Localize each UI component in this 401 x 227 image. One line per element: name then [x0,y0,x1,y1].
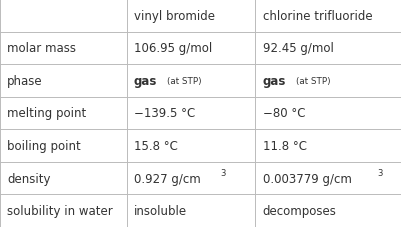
Text: (at STP): (at STP) [167,76,201,86]
Text: decomposes: decomposes [262,204,336,217]
Text: density: density [7,172,51,185]
Text: 3: 3 [376,168,382,177]
Text: vinyl bromide: vinyl bromide [134,10,214,23]
Text: (at STP): (at STP) [295,76,330,86]
Text: 15.8 °C: 15.8 °C [134,139,177,152]
Text: −139.5 °C: −139.5 °C [134,107,194,120]
Text: gas: gas [134,75,157,88]
Text: boiling point: boiling point [7,139,81,152]
Text: molar mass: molar mass [7,42,76,55]
Text: gas: gas [262,75,285,88]
Text: 3: 3 [219,168,225,177]
Text: 0.927 g/cm: 0.927 g/cm [134,172,200,185]
Text: 106.95 g/mol: 106.95 g/mol [134,42,212,55]
Text: phase: phase [7,75,43,88]
Text: 0.003779 g/cm: 0.003779 g/cm [262,172,350,185]
Text: insoluble: insoluble [134,204,186,217]
Text: 11.8 °C: 11.8 °C [262,139,306,152]
Text: melting point: melting point [7,107,86,120]
Text: solubility in water: solubility in water [7,204,113,217]
Text: chlorine trifluoride: chlorine trifluoride [262,10,371,23]
Text: 92.45 g/mol: 92.45 g/mol [262,42,332,55]
Text: −80 °C: −80 °C [262,107,304,120]
